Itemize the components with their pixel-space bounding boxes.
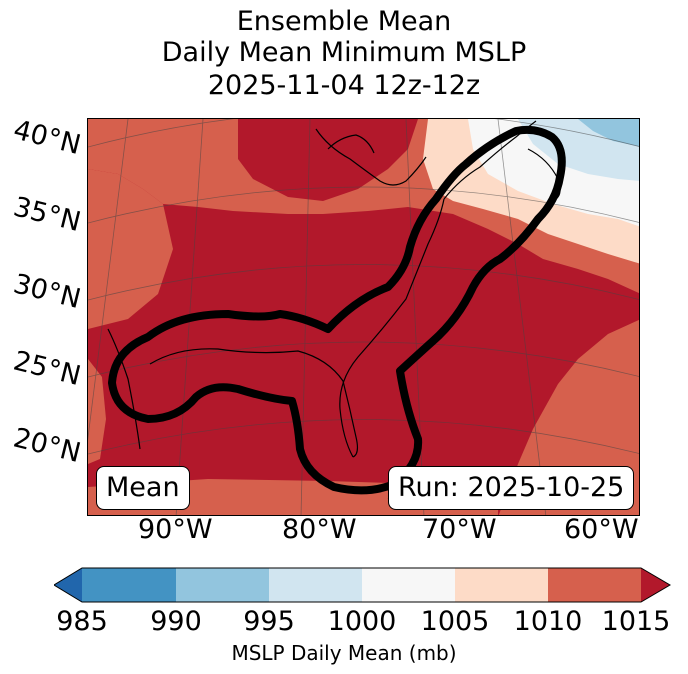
colorbar <box>54 567 671 603</box>
coast-lake-erie <box>327 134 375 154</box>
lat-label-30n: 30°N <box>10 268 84 316</box>
coast-mexico-west <box>107 328 141 450</box>
graticule-lon-60w <box>497 119 547 515</box>
colorbar-arrow-high <box>641 568 670 602</box>
coast-gulf <box>149 348 359 458</box>
colorbar-tick-990: 990 <box>150 606 202 637</box>
map-field <box>88 119 639 515</box>
colorbar-tick-1015: 1015 <box>601 606 671 637</box>
annotation-mean: Mean <box>96 466 190 510</box>
graticule-lat-35 <box>88 186 639 224</box>
colorbar-bin-995-1000 <box>269 568 362 602</box>
colorbar-tick-1000: 1000 <box>327 606 397 637</box>
pressure-field-1010-southwest <box>88 359 106 464</box>
map-panel <box>87 118 640 516</box>
title-line-1: Ensemble Mean <box>236 6 452 37</box>
pressure-field-1015-north-lobe <box>238 119 418 201</box>
graticule-lat-40 <box>88 119 639 148</box>
colorbar-bin-985-990 <box>82 568 176 602</box>
pressure-field-1010-west <box>88 169 173 329</box>
pressure-field-990 <box>578 119 639 147</box>
title-line-2: Daily Mean Minimum MSLP <box>161 37 527 68</box>
colorbar-bin-1010-1015 <box>548 568 641 602</box>
colorbar-bin-1005-1010 <box>455 568 548 602</box>
lat-label-25n: 25°N <box>10 345 84 393</box>
lat-label-40n: 40°N <box>10 114 84 162</box>
coast-east-us <box>339 198 445 458</box>
graticule-lon-100w <box>88 119 129 441</box>
graticule-lat-30 <box>88 264 639 301</box>
colorbar-arrow-low <box>54 568 82 602</box>
colorbar-label: MSLP Daily Mean (mb) <box>231 641 457 665</box>
colorbar-outline <box>54 567 671 603</box>
colorbar-bin-1000-1005 <box>362 568 455 602</box>
lon-label-90w: 90°W <box>138 514 213 545</box>
colorbar-tick-1010: 1010 <box>513 606 583 637</box>
mslp-contour <box>108 125 566 495</box>
lat-label-20n: 20°N <box>10 422 84 470</box>
graticule-lat-25 <box>88 341 639 378</box>
title-line-3: 2025-11-04 12z-12z <box>207 70 481 101</box>
lat-label-35n: 35°N <box>10 191 84 239</box>
colorbar-bin-990-995 <box>176 568 269 602</box>
coast-great-lakes <box>315 128 427 186</box>
lon-label-70w: 70°W <box>422 514 497 545</box>
colorbar-tick-995: 995 <box>243 606 295 637</box>
graticule-lat-20 <box>88 419 639 455</box>
annotation-run-date: Run: 2025-10-25 <box>388 466 635 510</box>
colorbar-tick-1005: 1005 <box>420 606 490 637</box>
colorbar-tick-985: 985 <box>56 606 108 637</box>
lon-label-60w: 60°W <box>564 514 639 545</box>
lon-label-80w: 80°W <box>282 514 357 545</box>
